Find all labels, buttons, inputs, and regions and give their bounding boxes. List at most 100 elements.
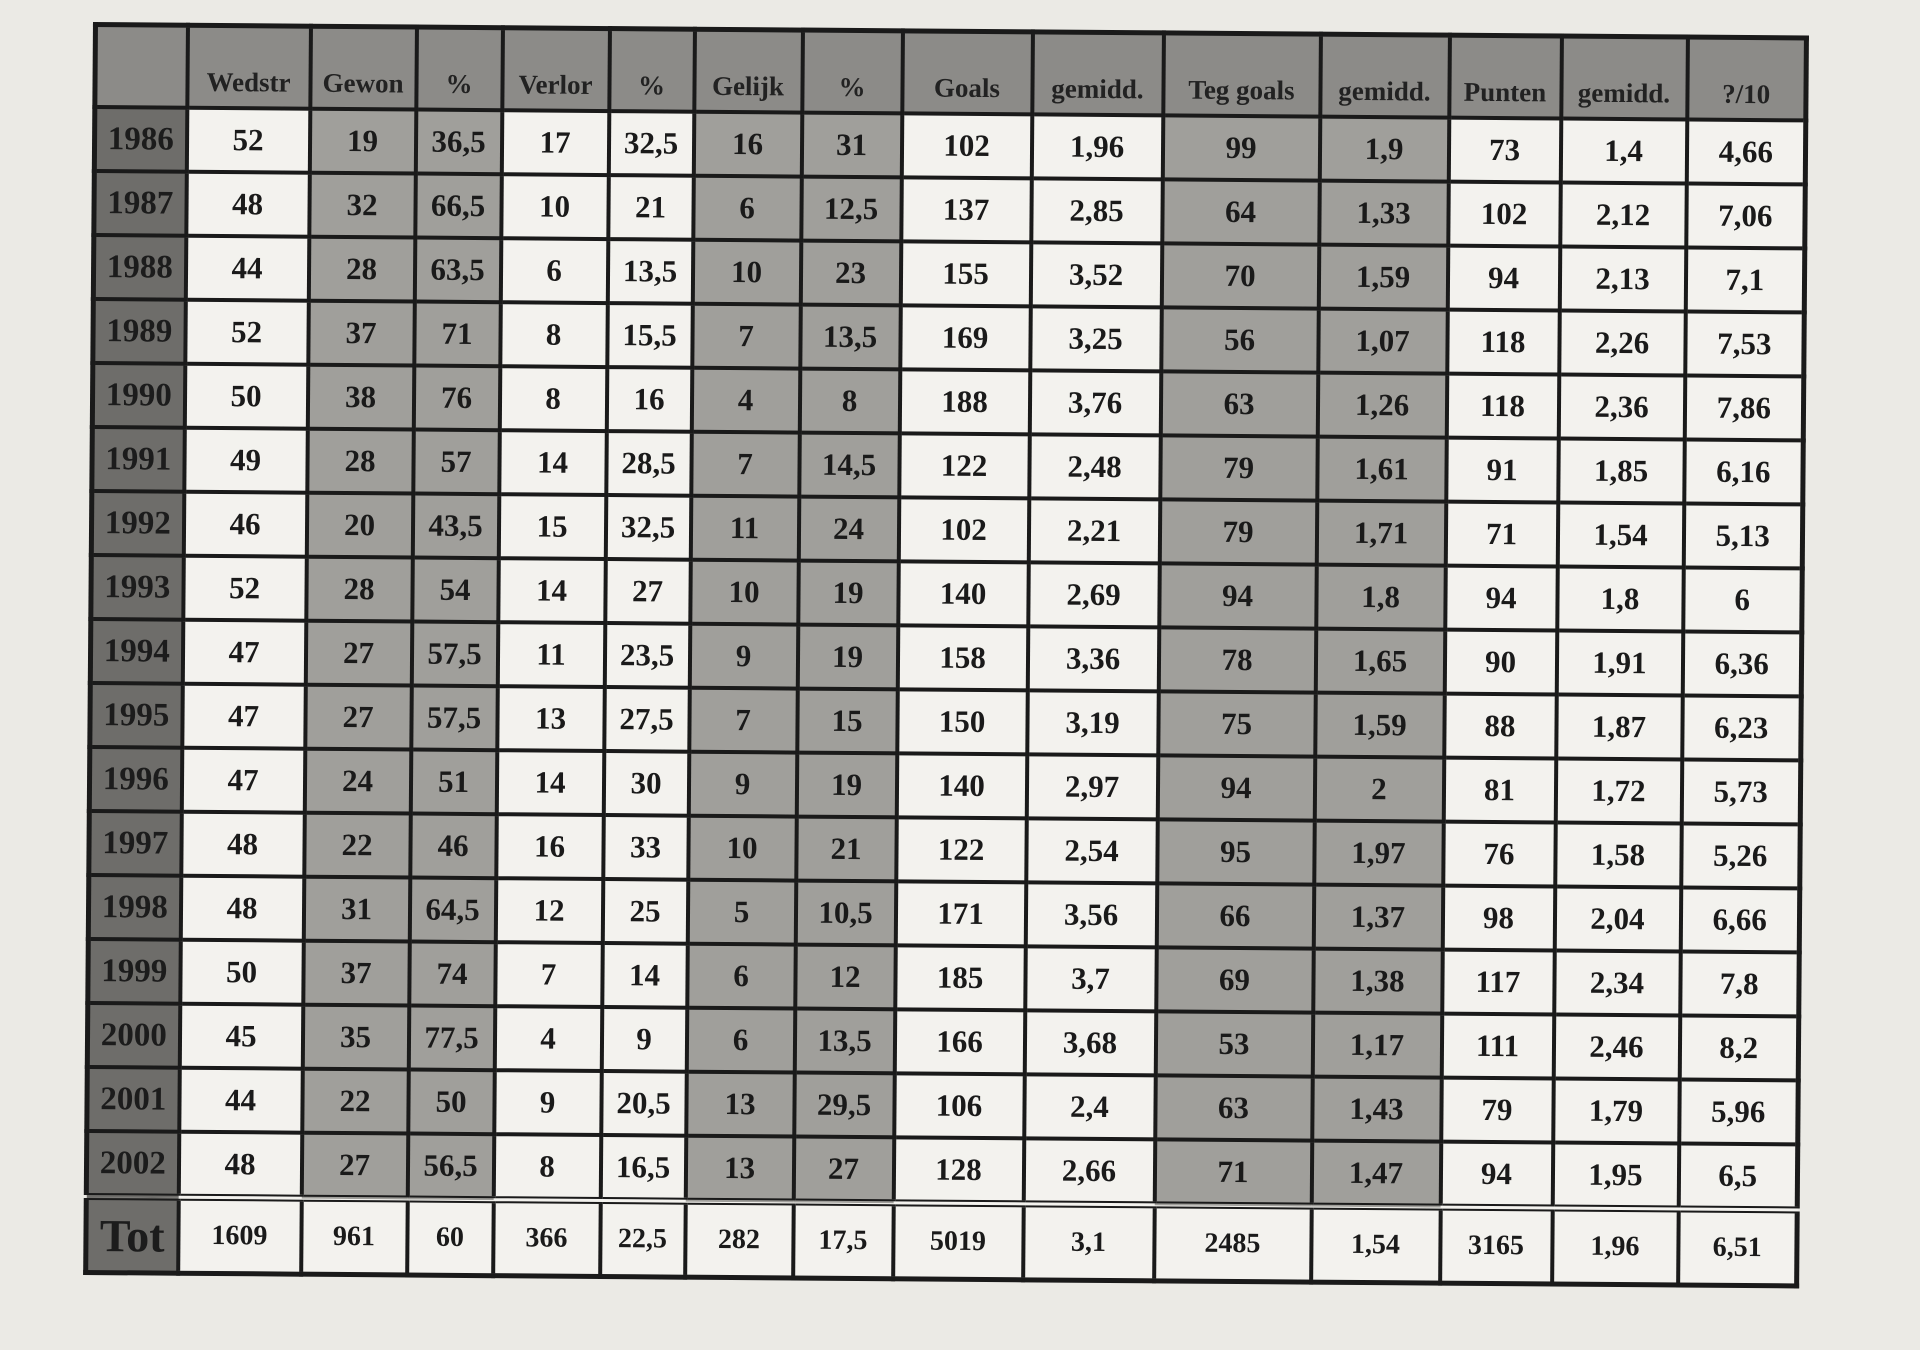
cell-punten: 94 (1440, 1141, 1553, 1208)
cell-verlor-pct: 30 (603, 751, 689, 816)
cell-verlor: 10 (500, 174, 609, 240)
cell-gelijk-pct: 19 (797, 560, 899, 626)
cell-punten-avg: 2,34 (1553, 950, 1681, 1016)
cell-gewon: 32 (308, 172, 416, 238)
cell-gelijk: 11 (690, 495, 799, 561)
cell-gelijk-pct: 15 (796, 688, 898, 754)
cell-wedstr: 50 (179, 939, 304, 1005)
total-goals: 5019 (892, 1202, 1024, 1280)
header-goals: Goals (901, 30, 1033, 115)
total-teg-goals: 2485 (1153, 1204, 1312, 1283)
cell-teg-goals-avg: 1,38 (1312, 948, 1443, 1014)
cell-gewon: 20 (306, 492, 413, 558)
cell-teg-goals: 63 (1154, 1075, 1313, 1141)
cell-punten-avg: 2,26 (1558, 310, 1686, 376)
cell-punten: 94 (1444, 565, 1558, 631)
cell-gewon-pct: 57,5 (410, 685, 498, 751)
cell-year: 1997 (88, 810, 182, 876)
cell-teg-goals: 56 (1160, 307, 1319, 373)
cell-goals: 137 (900, 177, 1032, 243)
total-punten: 3165 (1439, 1207, 1553, 1284)
cell-verlor: 16 (495, 814, 604, 880)
cell-year: 1988 (93, 235, 186, 300)
cell-wedstr: 48 (180, 875, 304, 941)
cell-punten-avg: 1,85 (1557, 438, 1685, 504)
cell-score-10: 5,96 (1678, 1079, 1799, 1145)
cell-verlor-pct: 27,5 (603, 687, 690, 752)
cell-teg-goals: 63 (1160, 371, 1318, 437)
cell-gewon-pct: 36,5 (415, 109, 502, 175)
cell-gewon: 24 (304, 748, 411, 814)
cell-verlor: 15 (498, 494, 606, 560)
cell-gewon: 28 (308, 236, 415, 302)
total-gewon: 961 (300, 1198, 408, 1276)
cell-goals: 102 (901, 113, 1032, 179)
cell-gewon: 37 (302, 940, 410, 1006)
cell-gelijk: 4 (691, 367, 800, 433)
header-year (94, 24, 188, 108)
cell-verlor: 11 (497, 622, 605, 688)
cell-punten: 91 (1445, 437, 1559, 503)
cell-gewon-pct: 43,5 (412, 493, 499, 559)
cell-year: 1989 (92, 299, 186, 364)
cell-punten-avg: 1,91 (1556, 630, 1683, 696)
cell-teg-goals-avg: 1,07 (1317, 308, 1448, 374)
header-teg-goals: Teg goals (1162, 32, 1321, 117)
header-verlor-pct: % (608, 28, 695, 112)
cell-teg-goals: 99 (1162, 115, 1320, 181)
cell-goals: 155 (900, 241, 1031, 307)
cell-gelijk-pct: 21 (795, 816, 897, 882)
cell-punten: 71 (1445, 501, 1558, 567)
cell-goals-avg: 3,36 (1027, 626, 1159, 692)
header-punten-avg: gemidd. (1560, 36, 1688, 120)
cell-verlor-pct: 33 (602, 815, 689, 880)
cell-teg-goals: 78 (1158, 627, 1316, 693)
cell-gewon: 37 (307, 300, 415, 366)
cell-gelijk: 16 (693, 111, 802, 177)
cell-teg-goals-avg: 1,65 (1315, 628, 1445, 694)
cell-verlor: 14 (496, 750, 604, 816)
cell-gelijk-pct: 31 (801, 112, 902, 178)
cell-gewon-pct: 63,5 (414, 237, 501, 303)
cell-gewon: 38 (307, 364, 414, 430)
cell-punten: 88 (1443, 693, 1557, 759)
cell-score-10: 5,13 (1683, 503, 1803, 569)
cell-punten: 117 (1441, 949, 1555, 1015)
cell-verlor-pct: 21 (607, 175, 694, 240)
cell-verlor-pct: 20,5 (600, 1071, 687, 1136)
cell-year: 1996 (89, 746, 182, 812)
cell-year: 2002 (86, 1130, 179, 1198)
cell-goals-avg: 3,25 (1029, 306, 1162, 372)
cell-goals-avg: 2,4 (1023, 1074, 1156, 1140)
cell-verlor-pct: 25 (602, 879, 688, 944)
cell-verlor-pct: 15,5 (606, 303, 693, 368)
cell-teg-goals-avg: 1,26 (1317, 372, 1447, 438)
cell-goals-avg: 3,68 (1024, 1010, 1156, 1076)
cell-year: 1991 (91, 427, 185, 492)
cell-punten-avg: 2,46 (1553, 1014, 1680, 1080)
cell-score-10: 6 (1682, 567, 1803, 633)
cell-gelijk-pct: 10,5 (795, 880, 896, 946)
cell-goals: 106 (893, 1073, 1025, 1139)
cell-gelijk: 13 (685, 1135, 794, 1203)
cell-gelijk: 6 (686, 943, 796, 1009)
cell-punten-avg: 2,04 (1554, 886, 1681, 952)
cell-punten-avg: 1,54 (1557, 502, 1684, 568)
cell-goals: 158 (897, 625, 1028, 691)
cell-teg-goals-avg: 1,43 (1311, 1076, 1442, 1142)
total-goals-avg: 3,1 (1022, 1203, 1155, 1281)
cell-teg-goals: 94 (1158, 563, 1317, 629)
cell-goals: 188 (899, 369, 1030, 435)
cell-score-10: 5,73 (1681, 759, 1801, 825)
header-row: Wedstr Gewon% Verlor% Gelijk% Goals gemidd. Te… (94, 24, 1807, 121)
cell-verlor: 7 (494, 942, 603, 1008)
cell-score-10: 7,86 (1684, 375, 1804, 441)
cell-gewon-pct: 46 (409, 813, 497, 879)
cell-punten: 111 (1441, 1013, 1554, 1079)
cell-punten: 90 (1444, 629, 1557, 695)
cell-verlor: 12 (495, 878, 603, 944)
cell-gewon: 27 (301, 1132, 408, 1200)
cell-goals-avg: 3,56 (1025, 882, 1157, 948)
cell-gelijk: 13 (685, 1071, 795, 1137)
total-year: Tot (85, 1196, 179, 1274)
